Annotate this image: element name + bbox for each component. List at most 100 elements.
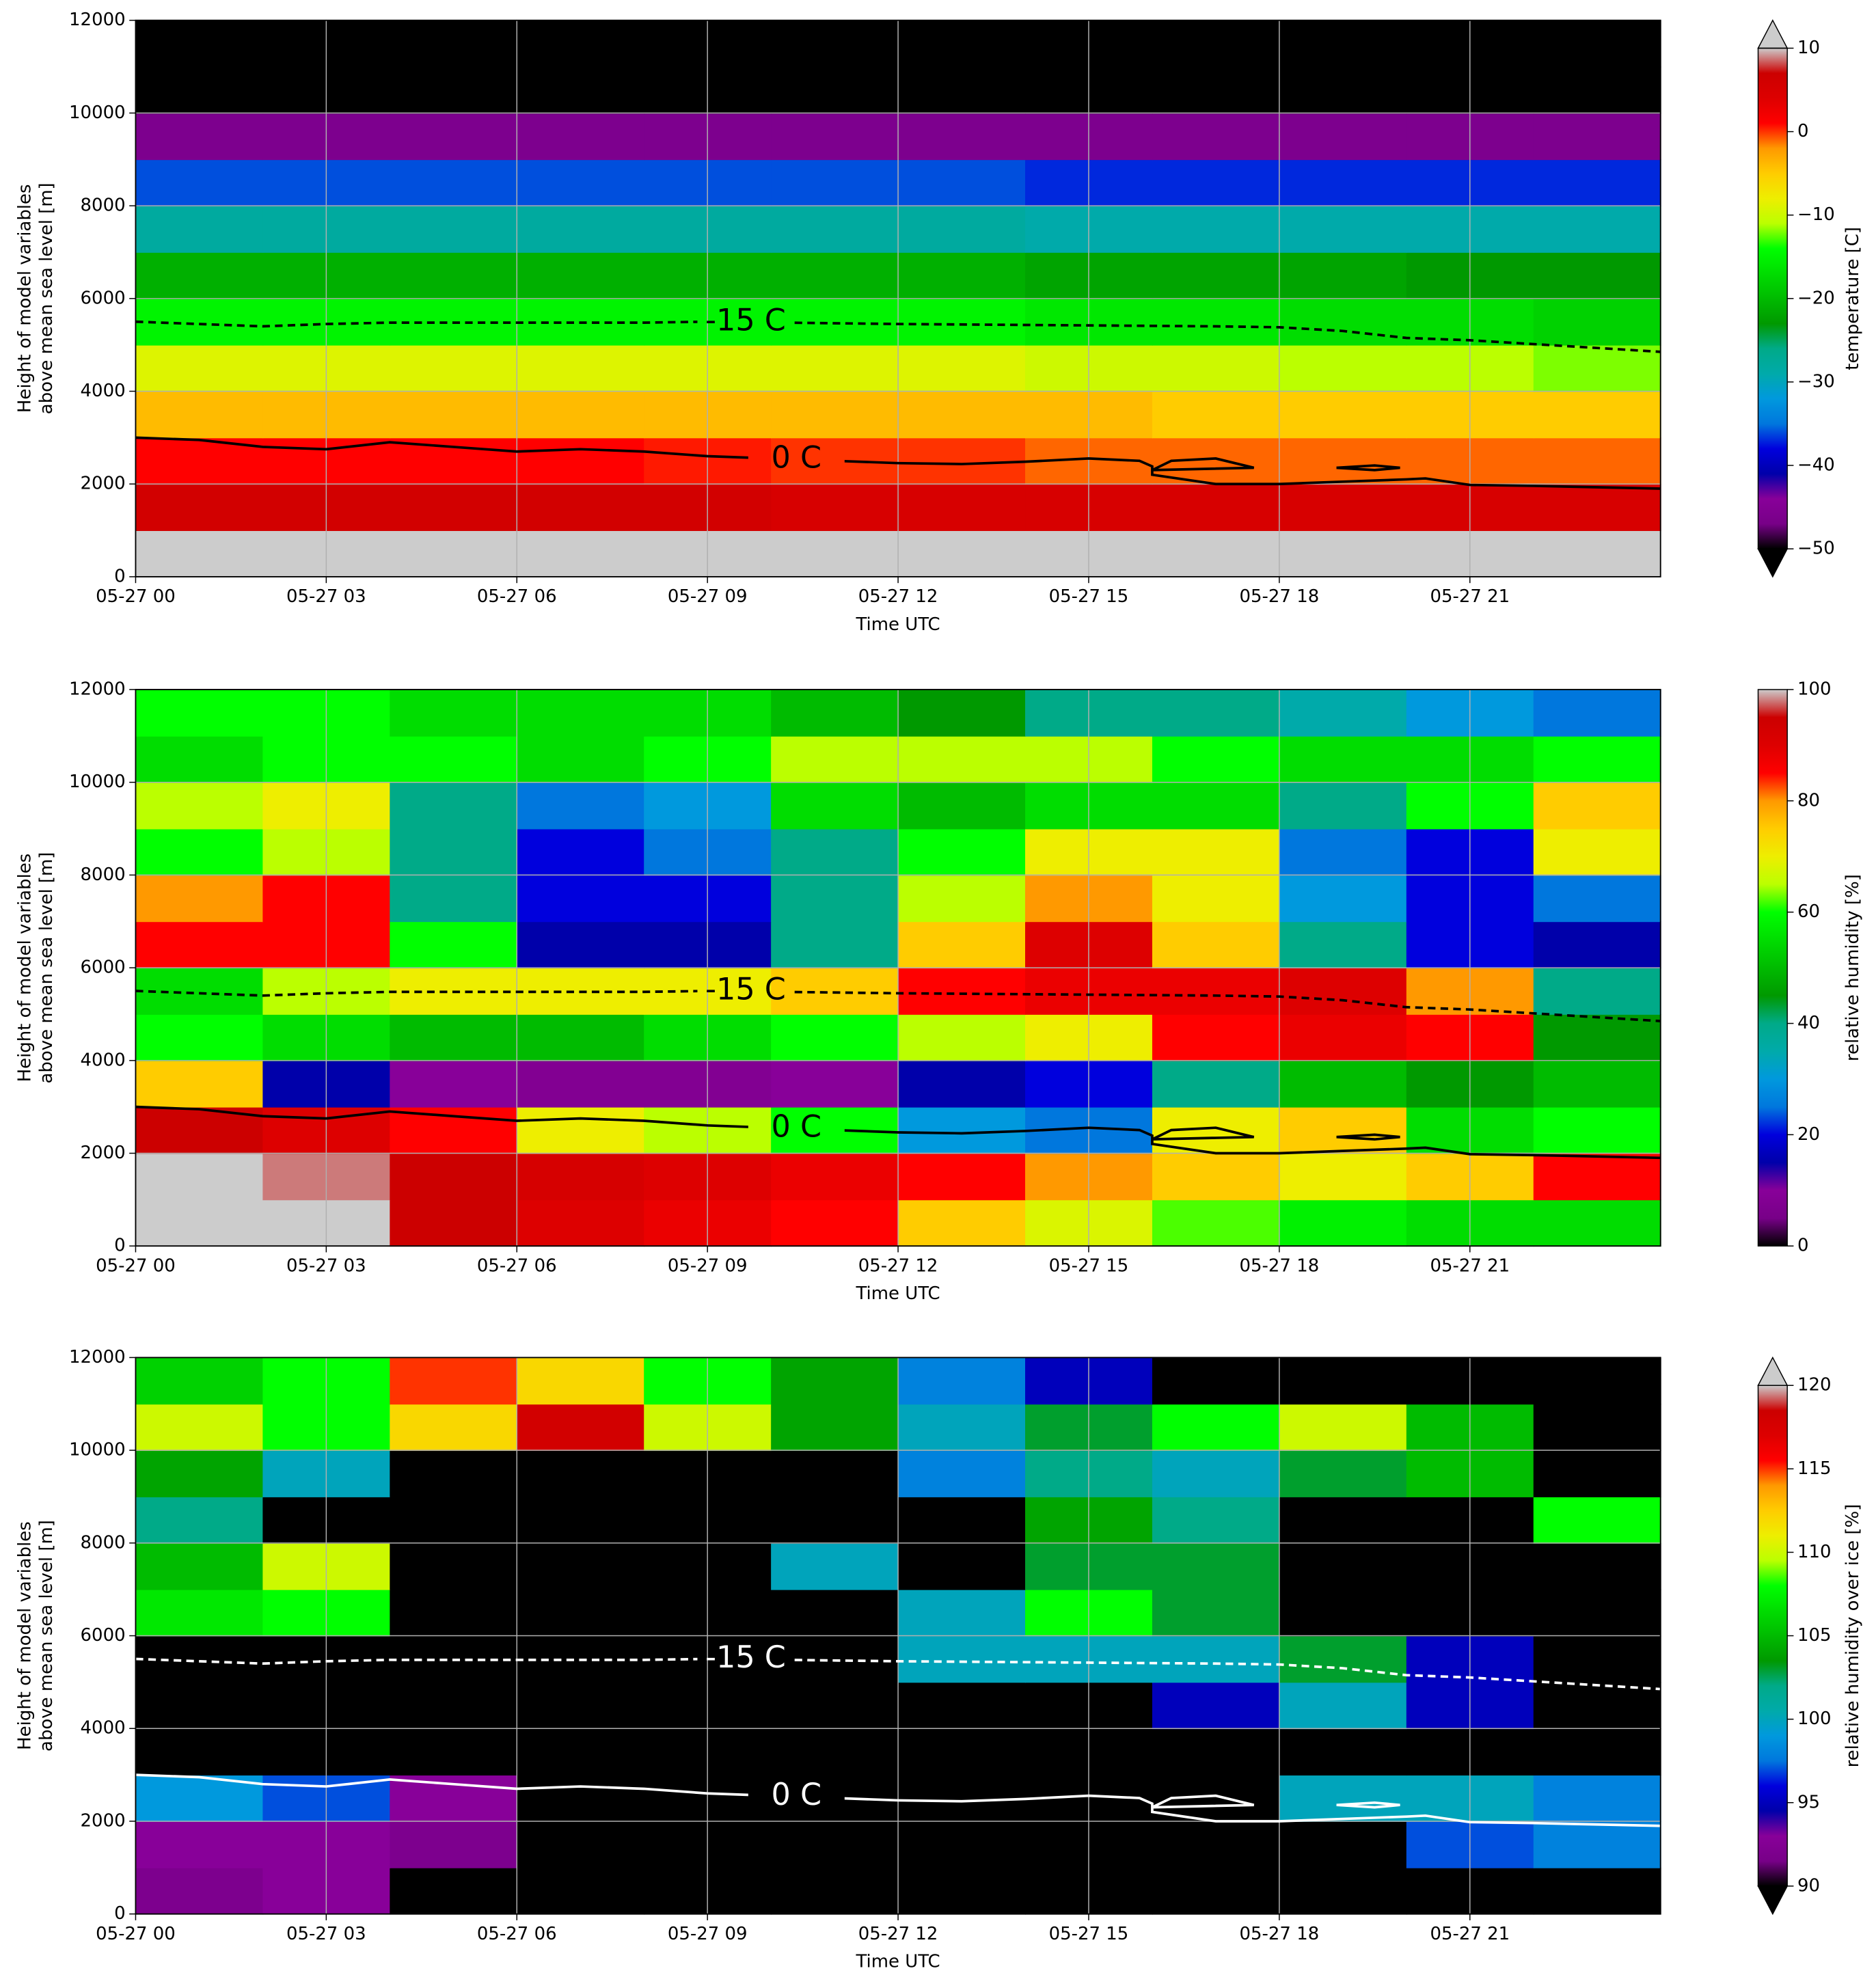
y-tick-label: 12000: [69, 10, 126, 30]
cell: [135, 1357, 264, 1405]
cell: [1533, 437, 1661, 485]
cell: [1533, 484, 1661, 531]
cell: [1279, 1013, 1407, 1061]
cell: [1152, 1867, 1280, 1915]
cell: [1533, 298, 1661, 346]
cell: [771, 20, 899, 68]
colorbar: [1758, 689, 1788, 1247]
cell: [771, 1542, 899, 1590]
cell: [390, 251, 518, 299]
x-tick-label: 05-27 12: [858, 586, 938, 607]
cell: [898, 391, 1026, 439]
cell: [390, 1060, 518, 1108]
cell: [390, 1404, 518, 1452]
cell: [390, 1589, 518, 1637]
cell: [517, 782, 645, 830]
cell: [135, 1450, 264, 1497]
cell: [135, 1199, 264, 1247]
cell: [390, 735, 518, 783]
cell: [898, 1199, 1026, 1247]
cell: [898, 1013, 1026, 1061]
cell: [1279, 1404, 1407, 1452]
cell: [1533, 1542, 1661, 1590]
colorbar-tick-label: 120: [1797, 1375, 1832, 1395]
cell: [771, 113, 899, 161]
cell: [135, 1013, 264, 1061]
cell: [1152, 113, 1280, 161]
cell: [135, 66, 264, 114]
cell: [1279, 1775, 1407, 1822]
cell: [135, 251, 264, 299]
cell: [517, 391, 645, 439]
y-tick-label: 6000: [81, 957, 126, 978]
cell: [1279, 391, 1407, 439]
cell: [1279, 782, 1407, 830]
cell: [390, 1821, 518, 1868]
cell: [898, 1867, 1026, 1915]
x-tick-label: 05-27 03: [286, 586, 366, 607]
cell: [390, 391, 518, 439]
cell: [898, 1775, 1026, 1822]
cell: [1533, 1867, 1661, 1915]
cell: [390, 1199, 518, 1247]
y-tick-label: 4000: [81, 381, 126, 401]
y-tick-label: 10000: [69, 772, 126, 792]
cell: [1533, 1404, 1661, 1452]
cell: [1152, 206, 1280, 253]
cell: [1152, 66, 1280, 114]
cell: [1279, 921, 1407, 969]
contour-line: [135, 990, 1661, 1022]
x-tick-label: 05-27 06: [477, 586, 557, 607]
colorbar: [1758, 48, 1788, 549]
cell: [898, 298, 1026, 346]
cell: [390, 921, 518, 969]
cell: [1279, 1060, 1407, 1108]
cell: [898, 1635, 1026, 1683]
y-tick-label: 8000: [81, 195, 126, 216]
x-tick-label: 05-27 09: [668, 1924, 748, 1944]
cell: [1152, 1013, 1280, 1061]
cell: [898, 921, 1026, 969]
cell: [390, 1153, 518, 1201]
colorbar-label: temperature [C]: [1843, 227, 1863, 370]
cell: [1533, 344, 1661, 392]
cell: [1279, 20, 1407, 68]
cell: [1152, 391, 1280, 439]
cell: [771, 1589, 899, 1637]
x-tick-label: 05-27 21: [1430, 586, 1510, 607]
cell: [390, 530, 518, 577]
y-tick-label: 10000: [69, 1440, 126, 1460]
cell: [1279, 1682, 1407, 1730]
cell: [771, 1357, 899, 1405]
colorbar: [1758, 1385, 1788, 1886]
cell: [771, 1404, 899, 1452]
colorbar-tick-label: 105: [1797, 1625, 1832, 1646]
y-tick-label: 8000: [81, 864, 126, 885]
cell: [390, 113, 518, 161]
cell: [1152, 1728, 1280, 1776]
cell: [898, 782, 1026, 830]
cell: [898, 1728, 1026, 1776]
cell: [390, 1775, 518, 1822]
colorbar-tick-label: 95: [1797, 1792, 1820, 1812]
cell: [1279, 159, 1407, 207]
x-tick-label: 05-27 00: [96, 586, 176, 607]
colorbar-tick-label: 115: [1797, 1458, 1832, 1479]
x-tick-label: 05-27 00: [96, 1255, 176, 1276]
cell: [1279, 530, 1407, 577]
y-axis-label: Height of model variables: [15, 185, 36, 413]
cell: [771, 1682, 899, 1730]
cell: [1533, 1060, 1661, 1108]
cell: [517, 1775, 645, 1822]
cell: [898, 828, 1026, 876]
cell: [898, 1496, 1026, 1544]
cell: [390, 437, 518, 485]
contour-label: 0 C: [772, 1110, 822, 1145]
contour-line: [135, 320, 1661, 353]
contour-label: -15 C: [705, 1640, 786, 1675]
cell: [390, 344, 518, 392]
cell: [135, 113, 264, 161]
cell: [1152, 828, 1280, 876]
cell: [390, 1106, 518, 1154]
